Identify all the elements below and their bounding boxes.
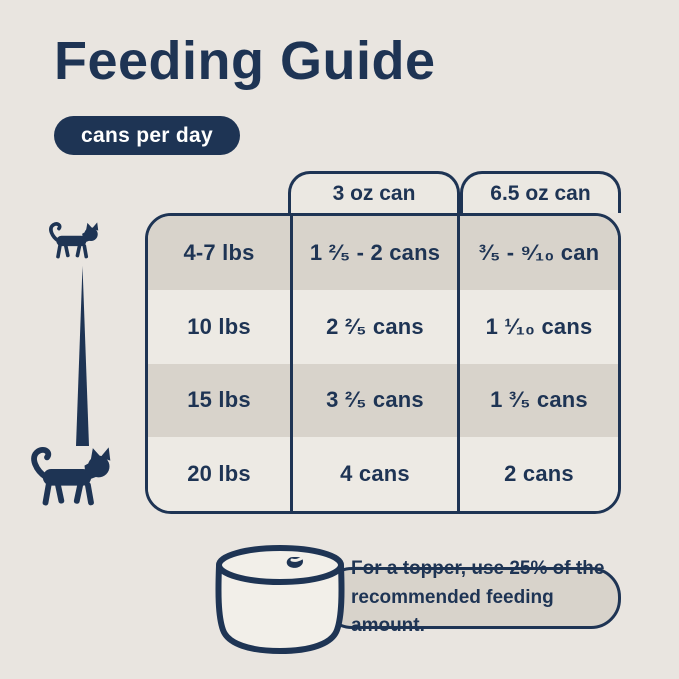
table-cell-65oz: 1 ¹⁄₁₀ cans <box>457 289 618 364</box>
table-cell-65oz: ³⁄₅ - ⁹⁄₁₀ can <box>457 216 618 290</box>
large-cat-icon <box>31 447 111 506</box>
table-cell-3oz: 2 ²⁄₅ cans <box>290 289 457 364</box>
table-cell-3oz: 4 cans <box>290 437 457 511</box>
page-title: Feeding Guide <box>54 31 436 91</box>
table-cell-weight: 15 lbs <box>148 363 290 438</box>
table-cell-65oz: 1 ³⁄₅ cans <box>457 363 618 438</box>
column-header-3oz: 3 oz can <box>288 171 460 213</box>
cat-food-can-icon <box>215 545 345 654</box>
size-scale-wedge <box>76 266 89 446</box>
table-cell-weight: 10 lbs <box>148 289 290 364</box>
feeding-table: 4-7 lbs 1 ²⁄₅ - 2 cans ³⁄₅ - ⁹⁄₁₀ can 10… <box>145 213 621 514</box>
table-column-headers: 3 oz can 6.5 oz can <box>288 171 621 213</box>
table-cell-3oz: 1 ²⁄₅ - 2 cans <box>290 216 457 290</box>
topper-note-line1: For a topper, use 25% of the <box>351 558 605 580</box>
column-header-65oz: 6.5 oz can <box>460 171 621 213</box>
topper-note: For a topper, use 25% of the recommended… <box>322 558 621 636</box>
topper-note-line2: recommended feeding amount. <box>351 586 554 637</box>
table-cell-weight: 20 lbs <box>148 437 290 511</box>
cans-per-day-badge: cans per day <box>54 116 240 155</box>
small-cat-icon <box>49 222 99 259</box>
table-cell-weight: 4-7 lbs <box>148 216 290 290</box>
table-cell-3oz: 3 ²⁄₅ cans <box>290 363 457 438</box>
table-cell-65oz: 2 cans <box>457 437 618 511</box>
